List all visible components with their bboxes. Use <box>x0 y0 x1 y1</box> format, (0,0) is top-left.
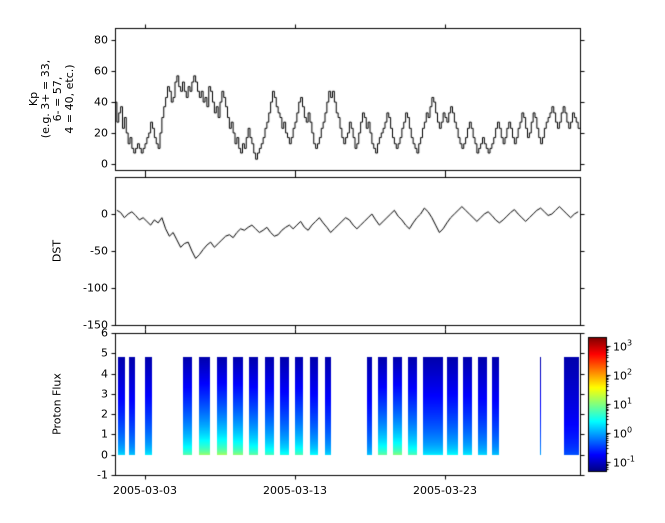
figure: Kp (e.g. 3+ = 33, 6- = 57, 4 = 40, etc.) DS… <box>0 0 665 523</box>
plot-canvas <box>0 0 665 523</box>
